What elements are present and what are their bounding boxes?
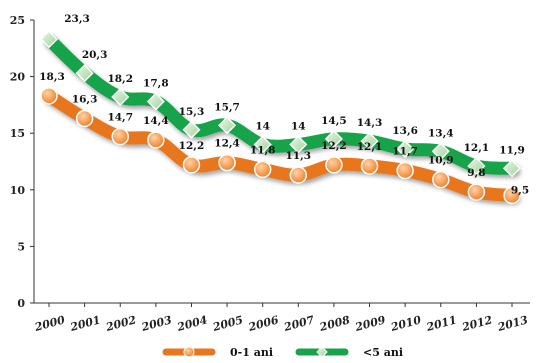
data-label: 23,3 — [64, 13, 90, 25]
series-layer — [39, 30, 522, 205]
x-tick-label: 2008 — [317, 313, 351, 334]
x-tick-label: 2013 — [495, 313, 529, 334]
x-tick-label: 2004 — [175, 313, 209, 334]
x-axis: 2000 2001 2002 2003 2004 2005 2006 2007 2008 2009… — [32, 302, 530, 334]
y-tick-label: 20 — [10, 71, 26, 84]
legend-label: <5 ani — [363, 346, 403, 359]
x-tick-label: 2003 — [139, 313, 173, 334]
data-point — [289, 135, 308, 154]
data-label: 11,9 — [499, 144, 525, 156]
x-tick-label: 2005 — [211, 313, 245, 334]
legend-marker — [183, 346, 195, 358]
legend-item: 0-1 ani — [162, 346, 273, 359]
data-label: 18,2 — [107, 73, 133, 85]
data-label: 12,2 — [179, 140, 205, 152]
data-point — [40, 87, 58, 105]
data-point — [325, 156, 343, 174]
data-point — [39, 30, 59, 49]
x-tick-label: 2010 — [389, 313, 423, 334]
x-tick-label: 2007 — [282, 313, 316, 334]
series-under5 — [39, 30, 522, 178]
x-tick-label: 2011 — [424, 313, 458, 334]
data-point — [253, 160, 272, 179]
legend-label: 0-1 ani — [230, 346, 273, 359]
x-tick-label: 2012 — [460, 313, 494, 334]
data-point — [360, 132, 379, 151]
data-point — [75, 109, 94, 128]
data-label: 14 — [255, 121, 270, 133]
data-point — [218, 116, 237, 135]
data-label: 14 — [291, 121, 306, 133]
data-label: 14,5 — [321, 115, 347, 127]
data-point — [253, 135, 272, 154]
data-label: 12,2 — [321, 140, 347, 152]
x-tick-label: 2009 — [353, 313, 387, 334]
data-point — [324, 129, 343, 148]
data-point — [218, 153, 236, 172]
legend-item: <5 ani — [295, 346, 403, 359]
data-label: 15,7 — [214, 101, 240, 113]
data-label: 9,5 — [511, 184, 529, 196]
data-label: 11,3 — [286, 150, 312, 162]
data-labels: 18,3 16,3 14,7 14,4 12,2 12,4 11,8 11,3 12,2 12,1… — [39, 13, 529, 196]
y-axis: 0 5 10 15 20 25 — [10, 14, 35, 310]
data-label: 15,3 — [179, 106, 205, 118]
y-tick-label: 15 — [10, 127, 25, 140]
series-infant — [40, 87, 521, 205]
data-point — [396, 161, 414, 180]
data-label: 11,8 — [250, 144, 276, 156]
data-point — [432, 170, 450, 189]
data-label: 9,8 — [467, 167, 485, 179]
data-label: 14,7 — [107, 112, 133, 124]
data-point — [182, 156, 201, 174]
x-tick-label: 2006 — [246, 313, 280, 334]
data-point — [503, 186, 521, 205]
data-point — [467, 183, 486, 201]
data-label: 13,6 — [392, 125, 418, 137]
data-label: 12,4 — [214, 138, 240, 150]
x-tick-label: 2002 — [104, 313, 138, 334]
data-label: 14,4 — [143, 115, 169, 127]
data-point — [360, 157, 379, 175]
data-label: 10,9 — [428, 155, 454, 167]
legend: 0-1 ani <5 ani — [162, 346, 403, 359]
data-point — [182, 120, 201, 139]
data-point — [111, 87, 130, 107]
data-label: 12,1 — [357, 141, 383, 153]
data-point — [75, 64, 94, 83]
data-label: 11,7 — [392, 146, 418, 158]
y-tick-label: 25 — [10, 14, 25, 27]
data-label: 14,3 — [357, 117, 383, 129]
x-tick-label: 2000 — [32, 313, 66, 334]
data-label: 18,3 — [39, 71, 65, 83]
data-point — [111, 127, 129, 146]
data-label: 12,1 — [464, 142, 490, 154]
y-tick-label: 0 — [17, 297, 25, 310]
data-point — [396, 139, 415, 159]
data-label: 20,3 — [82, 49, 108, 61]
y-tick-label: 10 — [10, 184, 26, 197]
data-point — [431, 142, 450, 161]
data-point — [289, 166, 308, 184]
x-tick-label: 2001 — [68, 313, 102, 334]
y-tick-label: 5 — [17, 240, 25, 253]
data-label: 13,4 — [428, 127, 454, 139]
legend-marker — [316, 346, 328, 358]
data-point — [502, 159, 522, 178]
data-point — [146, 92, 165, 111]
data-point — [147, 131, 165, 149]
data-point — [467, 156, 486, 176]
data-label: 17,8 — [143, 78, 169, 90]
data-label: 16,3 — [72, 93, 98, 105]
